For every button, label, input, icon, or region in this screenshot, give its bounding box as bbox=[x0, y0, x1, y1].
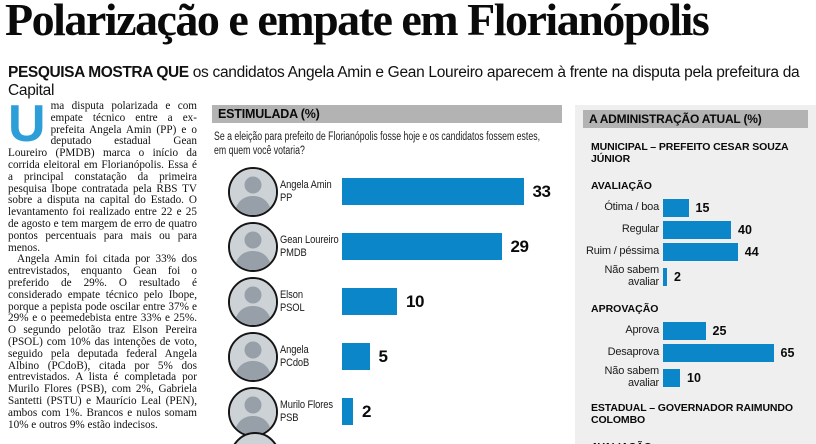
candidate-party: PSOL bbox=[280, 301, 305, 314]
candidate-label: Murilo Flores PSB bbox=[280, 399, 346, 425]
rating-bar bbox=[663, 267, 667, 286]
candidate-label: Angela PCdoB bbox=[280, 344, 346, 370]
rating-bar bbox=[663, 221, 731, 239]
person-silhouette-icon bbox=[230, 333, 276, 380]
rating-row: Regular 40 bbox=[583, 221, 816, 239]
admin-group-label: AVALIAÇÃO bbox=[591, 180, 652, 192]
rating-row: Ruim / péssima 44 bbox=[583, 243, 816, 261]
rating-label: Regular bbox=[621, 223, 659, 236]
poll-question: Se a eleição para prefeito de Florianópo… bbox=[214, 131, 541, 157]
poll-value: 10 bbox=[406, 291, 424, 311]
poll-value: 2 bbox=[362, 401, 371, 421]
candidate-photo bbox=[228, 221, 278, 272]
poll-bar bbox=[342, 233, 502, 260]
candidate-label: Gean Loureiro PMDB bbox=[280, 234, 346, 260]
poll-bar bbox=[342, 343, 370, 370]
rating-bar bbox=[663, 322, 706, 340]
candidate-name: Elson bbox=[280, 288, 303, 301]
kicker-text: os candidatos Angela Amin e Gean Loureir… bbox=[8, 64, 800, 99]
candidate-photo bbox=[228, 276, 278, 327]
poll-bar bbox=[342, 288, 397, 315]
candidate-label: Elson PSOL bbox=[280, 289, 346, 315]
poll-value: 5 bbox=[378, 346, 388, 366]
poll-bar bbox=[342, 178, 524, 205]
poll-bar bbox=[342, 398, 353, 425]
poll-row: Gean Loureiro PMDB 29 bbox=[214, 219, 574, 274]
candidate-photo bbox=[228, 331, 278, 382]
admin-panel: A ADMINISTRAÇÃO ATUAL (%) MUNICIPAL – PR… bbox=[575, 105, 816, 444]
rating-row: Ótima / boa 15 bbox=[583, 199, 816, 217]
rating-value: 44 bbox=[744, 245, 759, 259]
poll-value: 29 bbox=[510, 236, 529, 256]
candidate-name: Angela bbox=[280, 343, 309, 356]
rating-value: 65 bbox=[780, 346, 795, 360]
poll-row: Elson PSOL 10 bbox=[214, 274, 574, 329]
candidate-label: Angela Amin PP bbox=[280, 179, 346, 205]
rating-value: 10 bbox=[687, 370, 701, 385]
rating-label: Ótima / boa bbox=[604, 201, 659, 214]
candidate-photo bbox=[228, 386, 278, 437]
poll-rows: Angela Amin PP 33 Gean Loureiro PMDB 29 bbox=[214, 164, 574, 439]
rating-label: Aprova bbox=[625, 324, 659, 337]
rating-bar bbox=[663, 344, 774, 362]
admin-group-label: AVALIAÇÃO bbox=[591, 441, 808, 444]
dropcap: U bbox=[8, 95, 46, 153]
admin-sections: MUNICIPAL – PREFEITO CESAR SOUZA JÚNIOR A… bbox=[575, 141, 816, 444]
rating-value: 15 bbox=[695, 201, 710, 215]
admin-group-label: APROVAÇÃO bbox=[591, 303, 659, 315]
person-silhouette-icon bbox=[230, 223, 276, 270]
candidate-party: PP bbox=[280, 191, 293, 204]
admin-panel-title: A ADMINISTRAÇÃO ATUAL (%) bbox=[583, 110, 808, 128]
kicker: PESQUISA MOSTRA QUE os candidatos Angela… bbox=[8, 64, 816, 100]
rating-row: Não sabem avaliar 10 bbox=[583, 365, 816, 389]
rating-row: Desaprova 65 bbox=[583, 344, 816, 362]
poll-section-title: ESTIMULADA (%) bbox=[212, 105, 562, 123]
rating-row: Não sabem avaliar 2 bbox=[583, 264, 816, 288]
candidate-name: Murilo Flores bbox=[280, 398, 333, 411]
rating-value: 25 bbox=[712, 324, 727, 338]
article-paragraph-2: Angela Amin foi citada por 33% dos entre… bbox=[8, 253, 197, 431]
candidate-party: PCdoB bbox=[280, 356, 310, 369]
person-silhouette-icon bbox=[230, 388, 276, 435]
rating-label: Não sabem avaliar bbox=[604, 365, 660, 389]
poll-row: Angela Amin PP 33 bbox=[214, 164, 574, 219]
kicker-lead: PESQUISA MOSTRA QUE bbox=[8, 64, 189, 81]
poll-row: Murilo Flores PSB 2 bbox=[214, 384, 574, 439]
candidate-photo bbox=[228, 166, 278, 217]
candidate-name: Angela Amin bbox=[280, 178, 332, 191]
rating-bar bbox=[663, 368, 680, 387]
candidate-party: PMDB bbox=[280, 246, 307, 259]
rating-bar bbox=[663, 243, 738, 261]
rating-label: Desaprova bbox=[607, 346, 660, 359]
poll-row: Angela PCdoB 5 bbox=[214, 329, 574, 384]
poll-value: 33 bbox=[532, 181, 551, 201]
rating-bar bbox=[663, 199, 689, 217]
candidate-party: PSB bbox=[280, 411, 299, 424]
rating-value: 40 bbox=[738, 223, 752, 237]
admin-section-heading: ESTADUAL – GOVERNADOR RAIMUNDO COLOMBO bbox=[591, 402, 793, 426]
headline: Polarização e empate em Florianópolis bbox=[5, 0, 710, 45]
rating-row: Aprova 25 bbox=[583, 322, 816, 340]
person-silhouette-icon bbox=[230, 168, 276, 215]
rating-value: 2 bbox=[674, 269, 681, 284]
rating-label: Ruim / péssima bbox=[586, 245, 659, 258]
article-paragraph-1-text: ma disputa polarizada e com empate técni… bbox=[8, 100, 197, 254]
candidate-name: Gean Loureiro bbox=[280, 233, 339, 246]
rating-label: Não sabem avaliar bbox=[604, 264, 660, 288]
person-silhouette-icon bbox=[230, 278, 276, 325]
admin-section-heading: MUNICIPAL – PREFEITO CESAR SOUZA JÚNIOR bbox=[591, 141, 789, 165]
